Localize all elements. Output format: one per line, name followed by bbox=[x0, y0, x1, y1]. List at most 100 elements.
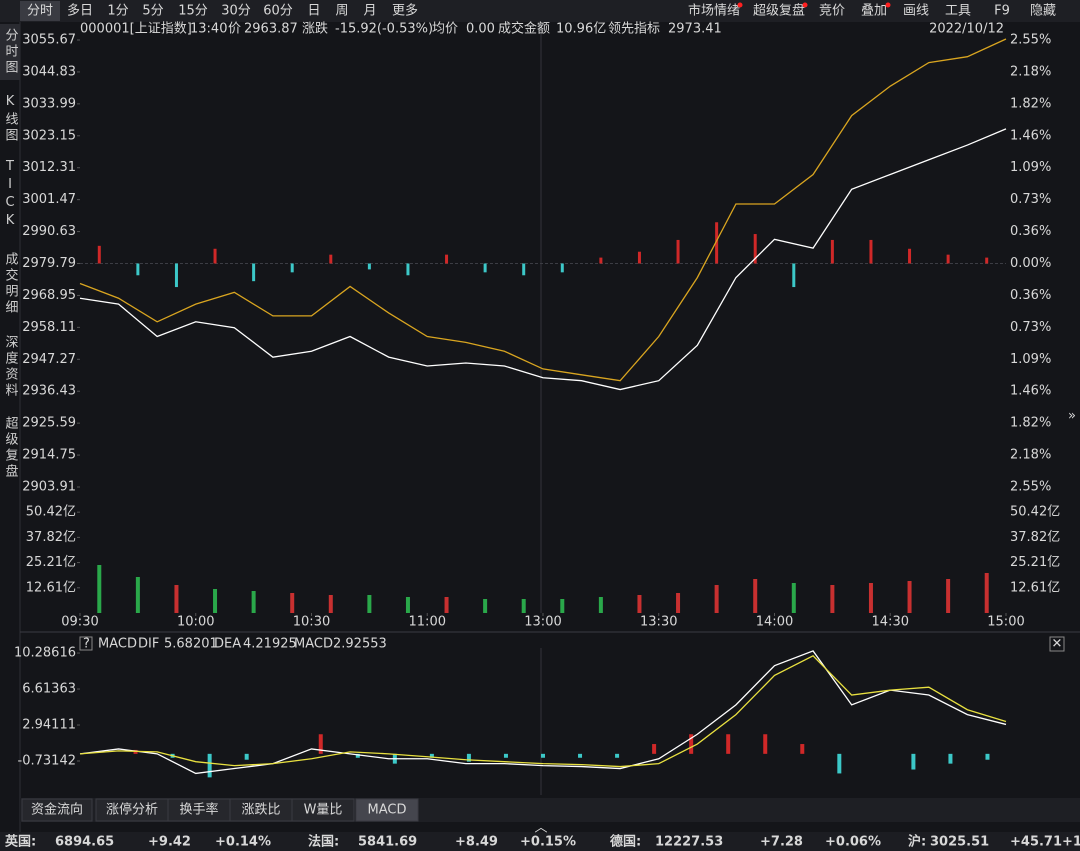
y-tick-label: 2936.43 bbox=[22, 384, 76, 399]
info-field: 0.00 bbox=[466, 22, 495, 37]
volume-bar bbox=[560, 599, 565, 613]
tab[interactable]: 多日 bbox=[67, 3, 93, 19]
tab-box[interactable] bbox=[355, 798, 419, 822]
menu-item[interactable]: 市场情绪 bbox=[688, 3, 740, 19]
y-tick-label: 2903.91 bbox=[22, 480, 76, 495]
tab[interactable]: 60分 bbox=[263, 4, 293, 19]
macd-field: MACD bbox=[98, 637, 137, 652]
x-tick-label: 14:00 bbox=[756, 615, 793, 630]
macd-field: DIF bbox=[138, 637, 159, 652]
macd-field: 4.21925 bbox=[243, 637, 297, 652]
menu-item[interactable]: 隐藏 bbox=[1030, 4, 1056, 19]
tab[interactable]: 1分 bbox=[107, 4, 128, 19]
help-box[interactable] bbox=[79, 636, 93, 651]
y-tick-label: 2925.59 bbox=[22, 416, 76, 431]
macd-bar bbox=[503, 753, 508, 758]
active-tab bbox=[20, 1, 60, 21]
tab[interactable]: 涨跌比 bbox=[241, 802, 280, 818]
tab-box[interactable] bbox=[21, 798, 93, 822]
volume-bar bbox=[213, 589, 218, 613]
y-tick-label: 3001.47 bbox=[22, 192, 76, 207]
x-tick-label: 14:30 bbox=[872, 615, 909, 630]
y-tick-label: 12.61亿 bbox=[1010, 580, 1060, 595]
tab[interactable]: W量比 bbox=[304, 803, 343, 818]
y-tick-label: 37.82亿 bbox=[26, 530, 76, 545]
side-tab[interactable]: 深度资料 bbox=[2, 335, 18, 399]
y-tick-label: 2979.79 bbox=[22, 256, 76, 271]
tab[interactable]: 分时 bbox=[27, 4, 53, 19]
menu-item[interactable]: 工具 bbox=[945, 4, 971, 19]
volume-bar bbox=[907, 581, 912, 613]
strength-bar bbox=[329, 254, 333, 264]
menu-item[interactable]: 叠加 bbox=[861, 4, 887, 19]
strength-bar bbox=[174, 263, 178, 288]
tab[interactable]: 月 bbox=[363, 4, 376, 19]
macd-bar bbox=[355, 753, 360, 758]
x-tick-label: 15:00 bbox=[987, 615, 1024, 630]
strength-bar bbox=[445, 254, 449, 264]
side-tab[interactable]: 超级复盘 bbox=[2, 416, 18, 480]
info-field: 价 bbox=[228, 22, 241, 37]
macd-bar bbox=[763, 734, 768, 754]
volume-bar bbox=[405, 597, 410, 613]
tab[interactable]: 更多 bbox=[392, 3, 418, 19]
pct-label: 2.18% bbox=[1010, 448, 1051, 463]
volume-bar bbox=[521, 599, 526, 613]
macd-bar bbox=[985, 753, 990, 760]
pct-label: 1.09% bbox=[1010, 352, 1051, 367]
pct-label: 0.36% bbox=[1010, 288, 1051, 303]
macd-bar bbox=[911, 753, 916, 770]
tab[interactable]: 30分 bbox=[221, 4, 251, 19]
side-tab[interactable]: K线图 bbox=[2, 94, 18, 144]
x-tick-label: 13:30 bbox=[640, 615, 677, 630]
menu-item[interactable]: 画线 bbox=[903, 4, 929, 19]
tab[interactable]: MACD bbox=[368, 803, 407, 818]
tab[interactable]: 周 bbox=[335, 4, 348, 19]
volume-bar bbox=[97, 565, 102, 613]
volume-bar bbox=[174, 585, 179, 613]
x-tick-label: 13:00 bbox=[524, 615, 561, 630]
y-tick-label: 2968.95 bbox=[22, 288, 76, 303]
y-tick-label: 6.61363 bbox=[22, 682, 76, 697]
strength-bar bbox=[908, 248, 912, 264]
close-icon[interactable]: ✕ bbox=[1052, 637, 1063, 652]
macd-field: 2.92553 bbox=[333, 637, 387, 652]
status-field: 12227.53 bbox=[655, 835, 723, 850]
volume-bar bbox=[714, 585, 719, 613]
macd-line bbox=[79, 650, 1007, 775]
tab[interactable]: 换手率 bbox=[179, 802, 218, 818]
volume-bar bbox=[830, 585, 835, 613]
collapse-icon[interactable]: » bbox=[1068, 409, 1076, 424]
status-field: +8.49 bbox=[455, 835, 498, 850]
side-tab[interactable]: 分时图 bbox=[0, 24, 20, 80]
expand-icon[interactable]: ︿ bbox=[534, 821, 547, 836]
menu-item[interactable]: 竞价 bbox=[819, 3, 845, 19]
volume-bar bbox=[290, 593, 295, 613]
status-field: +9.42 bbox=[148, 835, 191, 850]
menu-item[interactable]: F9 bbox=[994, 4, 1010, 19]
series-line bbox=[79, 128, 1007, 391]
volume-bar bbox=[483, 599, 488, 613]
side-tab[interactable]: TICK bbox=[2, 159, 18, 231]
macd-field: MACD bbox=[294, 637, 333, 652]
macd-line bbox=[79, 655, 1007, 768]
y-tick-label: -0.73142 bbox=[18, 754, 76, 769]
pct-label: 0.73% bbox=[1010, 320, 1051, 335]
tab-box[interactable] bbox=[291, 798, 355, 822]
macd-bar bbox=[541, 753, 545, 758]
x-tick-label: 10:30 bbox=[293, 615, 330, 630]
menu-item[interactable]: 超级复盘 bbox=[753, 3, 805, 19]
tab[interactable]: 涨停分析 bbox=[106, 802, 158, 818]
status-field: +0.14% bbox=[215, 835, 271, 850]
side-tab[interactable]: 成交明细 bbox=[2, 252, 18, 316]
status-field: +0.15% bbox=[520, 835, 576, 850]
close-button[interactable] bbox=[1049, 636, 1065, 652]
pct-label: 0.36% bbox=[1010, 224, 1051, 239]
tab[interactable]: 5分 bbox=[142, 4, 163, 19]
volume-bar bbox=[328, 595, 333, 613]
macd-bar bbox=[318, 734, 323, 754]
tab[interactable]: 日 bbox=[307, 4, 320, 19]
tab[interactable]: 资金流向 bbox=[31, 802, 83, 818]
tab[interactable]: 15分 bbox=[178, 4, 208, 19]
